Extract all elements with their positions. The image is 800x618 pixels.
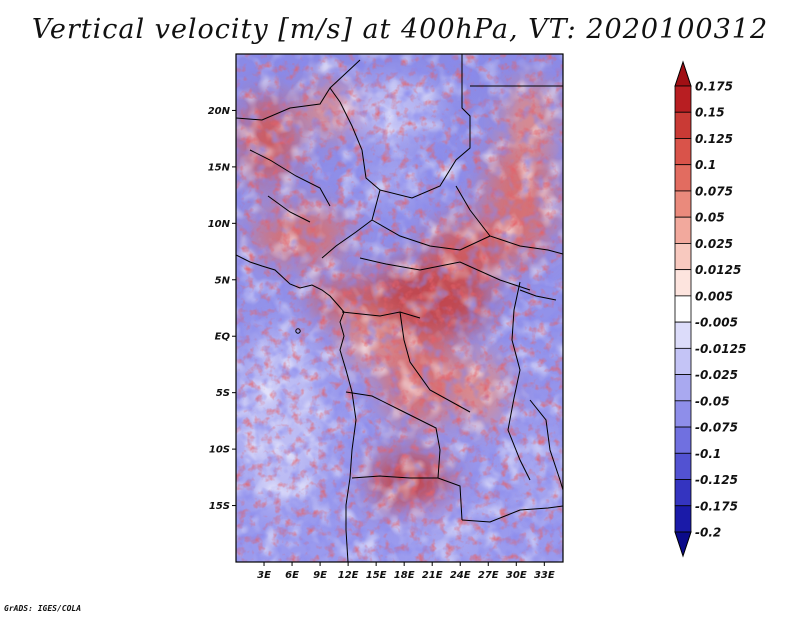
colorbar-label: 0.005: [695, 289, 733, 303]
lat-tick-label: 15N: [208, 162, 231, 173]
longitude-axis: 3E 6E 9E 12E 15E 18E 21E 24E 27E 30E 33E: [257, 562, 555, 581]
colorbar-label: 0.025: [695, 237, 733, 251]
lat-tick-label: 10N: [208, 219, 231, 230]
lon-tick-label: 3E: [257, 570, 271, 581]
colorbar-segment: [674, 295, 692, 323]
lat-tick-label: 15S: [209, 501, 230, 512]
lon-tick-label: 15E: [366, 570, 387, 581]
colorbar-segment: [674, 452, 692, 480]
lon-tick-label: 21E: [422, 570, 443, 581]
colorbar-label: -0.075: [695, 421, 738, 435]
colorbar-label: -0.125: [695, 473, 738, 487]
lat-tick-label: EQ: [215, 332, 231, 343]
lon-tick-label: 12E: [338, 570, 359, 581]
colorbar-segment: [674, 138, 692, 166]
colorbar-label: -0.175: [695, 499, 738, 513]
colorbar-label: 0.1: [695, 158, 716, 172]
lon-tick-label: 9E: [313, 570, 327, 581]
latitude-axis: 20N 15N 10N 5N EQ 5S 10S 15S: [208, 106, 236, 512]
colorbar-label: -0.0125: [695, 342, 746, 356]
colorbar-segment: [674, 347, 692, 375]
colorbar-top-arrow: [674, 60, 692, 87]
colorbar-label: 0.125: [695, 132, 733, 146]
colorbar-label: -0.2: [695, 526, 721, 540]
colorbar-segment: [674, 164, 692, 192]
colorbar-label: -0.05: [695, 394, 730, 408]
colorbar: 0.175 0.15 0.125 0.1 0.075 0.05 0.025 0.0125 0.0…: [674, 60, 746, 558]
lon-tick-label: 24E: [450, 570, 471, 581]
colorbar-label: -0.025: [695, 368, 738, 382]
colorbar-label: 0.15: [695, 106, 725, 120]
colorbar-label: 0.175: [695, 80, 733, 94]
colorbar-segment: [674, 85, 692, 113]
grads-credit: GrADS: IGES/COLA: [4, 604, 82, 613]
colorbar-label: 0.05: [695, 211, 725, 225]
colorbar-segment: [674, 216, 692, 244]
colorbar-label: 0.0125: [695, 263, 741, 277]
colorbar-segment: [674, 190, 692, 218]
colorbar-segment: [674, 479, 692, 507]
lon-tick-label: 33E: [534, 570, 555, 581]
lat-tick-label: 20N: [208, 106, 231, 117]
lon-tick-label: 30E: [506, 570, 527, 581]
lat-tick-label: 10S: [209, 445, 230, 456]
colorbar-segment: [674, 505, 692, 533]
lon-tick-label: 27E: [478, 570, 499, 581]
lat-tick-label: 5N: [215, 275, 231, 286]
colorbar-label: -0.005: [695, 316, 738, 330]
colorbar-segment: [674, 243, 692, 271]
colorbar-segment: [674, 426, 692, 454]
colorbar-bottom-arrow: [674, 531, 692, 558]
lon-tick-label: 18E: [394, 570, 415, 581]
colorbar-segment: [674, 111, 692, 139]
colorbar-segment: [674, 400, 692, 428]
colorbar-label: 0.075: [695, 184, 733, 198]
velocity-field: [236, 54, 563, 562]
map-frame: [235, 53, 564, 563]
colorbar-label: -0.1: [695, 447, 721, 461]
colorbar-segment: [674, 269, 692, 297]
country-borders: [236, 54, 563, 562]
colorbar-segment: [674, 321, 692, 349]
lon-tick-label: 6E: [285, 570, 299, 581]
chart-title: Vertical velocity [m/s] at 400hPa, VT: 2…: [31, 14, 769, 45]
colorbar-segment: [674, 374, 692, 402]
lat-tick-label: 5S: [216, 388, 230, 399]
